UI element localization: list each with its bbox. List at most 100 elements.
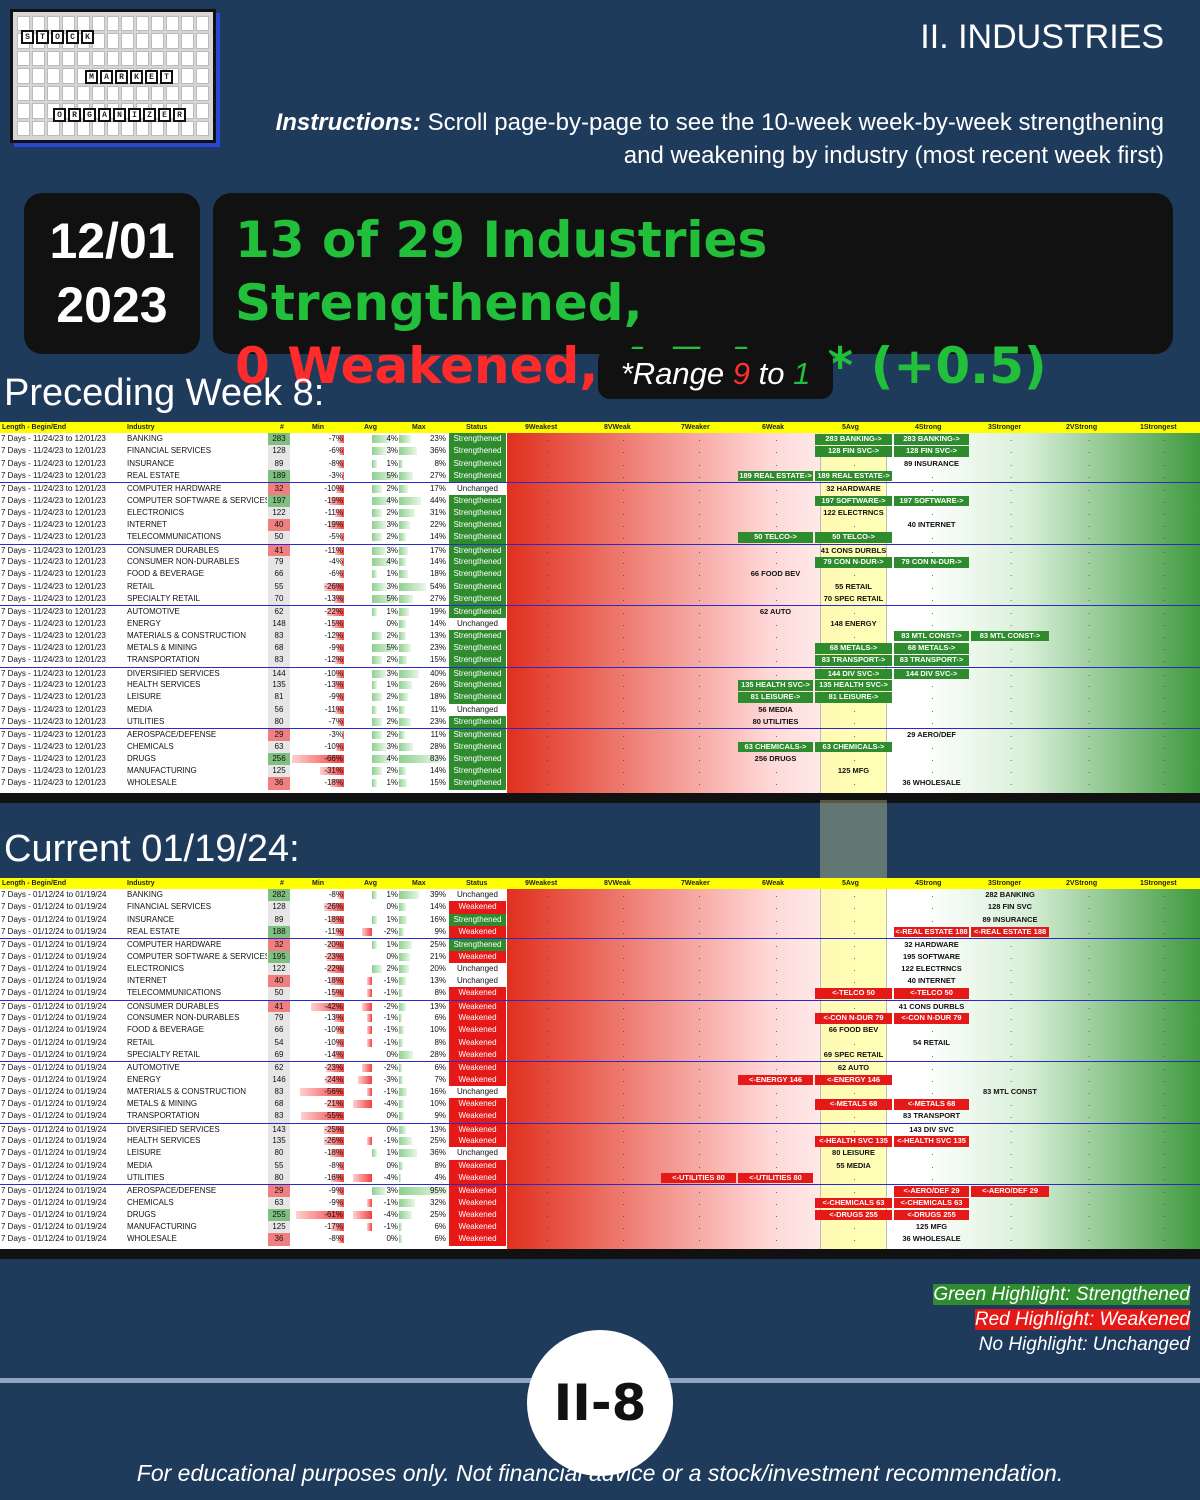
row-length: 7 Days - 11/24/23 to 12/01/23 bbox=[1, 593, 106, 603]
empty-cell-dot: . bbox=[1163, 1049, 1166, 1059]
industry-row: 7 Days - 11/24/23 to 12/01/23 INTERNET 40 -… bbox=[0, 519, 1200, 532]
column-header: 6Weak bbox=[762, 424, 785, 431]
empty-cell-dot: . bbox=[931, 581, 934, 591]
row-max-bar bbox=[399, 1064, 403, 1073]
empty-cell-dot: . bbox=[1163, 778, 1166, 788]
empty-cell-dot: . bbox=[775, 1222, 778, 1232]
empty-cell-dot: . bbox=[1088, 778, 1091, 788]
row-min: -3% bbox=[328, 470, 343, 480]
row-count: 135 bbox=[268, 1135, 290, 1148]
empty-cell-dot: . bbox=[546, 1086, 549, 1096]
empty-cell-dot: . bbox=[546, 914, 549, 924]
row-max: 14% bbox=[429, 618, 446, 628]
empty-cell-dot: . bbox=[1163, 716, 1166, 726]
logo-letter: A bbox=[98, 108, 111, 122]
empty-cell-dot: . bbox=[698, 988, 701, 998]
empty-cell-dot: . bbox=[1010, 507, 1013, 517]
score-marker: 83 MTL CONST bbox=[982, 1086, 1038, 1096]
empty-cell-dot: . bbox=[1088, 976, 1091, 986]
empty-cell-dot: . bbox=[853, 1222, 856, 1232]
empty-cell-dot: . bbox=[931, 1025, 934, 1035]
empty-cell-dot: . bbox=[698, 716, 701, 726]
row-avg: 4% bbox=[386, 557, 398, 566]
industry-row: 7 Days - 01/12/24 to 01/19/24 CHEMICALS 63… bbox=[0, 1196, 1200, 1209]
row-industry: AUTOMOTIVE bbox=[127, 607, 180, 617]
column-header: # bbox=[280, 880, 284, 887]
empty-cell-dot: . bbox=[622, 951, 625, 961]
row-status: Strengthened bbox=[449, 642, 506, 655]
row-min-bar bbox=[337, 459, 344, 468]
row-avg-bar bbox=[372, 558, 392, 566]
empty-cell-dot: . bbox=[1010, 963, 1013, 973]
industry-row: 7 Days - 11/24/23 to 12/01/23 LEISURE 81 -9… bbox=[0, 691, 1200, 704]
empty-cell-dot: . bbox=[622, 1049, 625, 1059]
empty-cell-dot: . bbox=[698, 902, 701, 912]
empty-cell-dot: . bbox=[698, 730, 701, 740]
empty-cell-dot: . bbox=[1088, 951, 1091, 961]
row-industry: ENERGY bbox=[127, 1074, 161, 1084]
row-max-bar bbox=[399, 1112, 404, 1121]
row-min-bar bbox=[334, 656, 344, 665]
row-max: 36% bbox=[429, 1148, 446, 1158]
empty-cell-dot: . bbox=[622, 434, 625, 443]
empty-cell-dot: . bbox=[546, 704, 549, 714]
avg-column-connector bbox=[820, 800, 887, 882]
row-max: 28% bbox=[429, 1049, 446, 1059]
row-length: 7 Days - 01/12/24 to 01/19/24 bbox=[1, 1234, 107, 1244]
empty-cell-dot: . bbox=[1088, 1160, 1091, 1170]
row-avg: -2% bbox=[383, 1001, 398, 1011]
empty-cell-dot: . bbox=[1163, 1001, 1166, 1011]
empty-cell-dot: . bbox=[775, 1037, 778, 1047]
logo-tile bbox=[121, 50, 135, 67]
empty-cell-dot: . bbox=[853, 976, 856, 986]
empty-cell-dot: . bbox=[698, 778, 701, 788]
row-count: 29 bbox=[268, 729, 290, 742]
score-marker: <-CON N-DUR 79 bbox=[815, 1013, 892, 1024]
empty-cell-dot: . bbox=[1163, 914, 1166, 924]
empty-cell-dot: . bbox=[775, 1001, 778, 1011]
row-max: 25% bbox=[429, 1209, 446, 1219]
column-header: 7Weaker bbox=[681, 424, 710, 431]
empty-cell-dot: . bbox=[698, 914, 701, 924]
row-industry: BANKING bbox=[127, 434, 164, 443]
empty-cell-dot: . bbox=[1163, 963, 1166, 973]
score-marker: 197 SOFTWARE-> bbox=[894, 495, 969, 506]
empty-cell-dot: . bbox=[931, 766, 934, 776]
empty-cell-dot: . bbox=[698, 1037, 701, 1047]
row-max-bar bbox=[399, 903, 407, 912]
row-length: 7 Days - 01/12/24 to 01/19/24 bbox=[1, 1172, 107, 1182]
score-marker: 144 DIV SVC-> bbox=[815, 668, 892, 680]
row-max: 25% bbox=[429, 1136, 446, 1145]
row-min-bar bbox=[329, 915, 344, 924]
empty-cell-dot: . bbox=[1010, 741, 1013, 751]
empty-cell-dot: . bbox=[1088, 581, 1091, 591]
empty-cell-dot: . bbox=[546, 692, 549, 702]
row-max-bar bbox=[399, 941, 412, 950]
industry-row: 7 Days - 01/12/24 to 01/19/24 INSURANCE 89… bbox=[0, 913, 1200, 926]
row-max: 14% bbox=[429, 557, 446, 566]
row-industry: INTERNET bbox=[127, 520, 167, 530]
logo-tile bbox=[196, 103, 209, 119]
empty-cell-dot: . bbox=[775, 1148, 778, 1158]
row-max: 39% bbox=[429, 890, 446, 899]
row-max: 22% bbox=[429, 520, 446, 530]
row-max: 8% bbox=[434, 458, 446, 468]
empty-cell-dot: . bbox=[546, 545, 549, 555]
empty-cell-dot: . bbox=[775, 434, 778, 443]
empty-cell-dot: . bbox=[1010, 618, 1013, 628]
logo-tile bbox=[136, 16, 150, 32]
empty-cell-dot: . bbox=[931, 470, 934, 480]
row-count: 80 bbox=[268, 1147, 290, 1160]
industry-row: 7 Days - 01/12/24 to 01/19/24 BANKING 282 -… bbox=[0, 889, 1200, 902]
disclaimer: For educational purposes only. Not finan… bbox=[136, 1460, 1064, 1486]
score-marker: 83 TRANSPORT bbox=[902, 1111, 961, 1121]
empty-cell-dot: . bbox=[698, 507, 701, 517]
empty-cell-dot: . bbox=[931, 1086, 934, 1096]
empty-cell-dot: . bbox=[1163, 1111, 1166, 1121]
row-industry: BANKING bbox=[127, 890, 164, 899]
row-avg: 1% bbox=[386, 890, 398, 899]
logo-letter: G bbox=[83, 108, 96, 122]
row-max-bar bbox=[399, 964, 410, 973]
empty-cell-dot: . bbox=[1163, 593, 1166, 603]
